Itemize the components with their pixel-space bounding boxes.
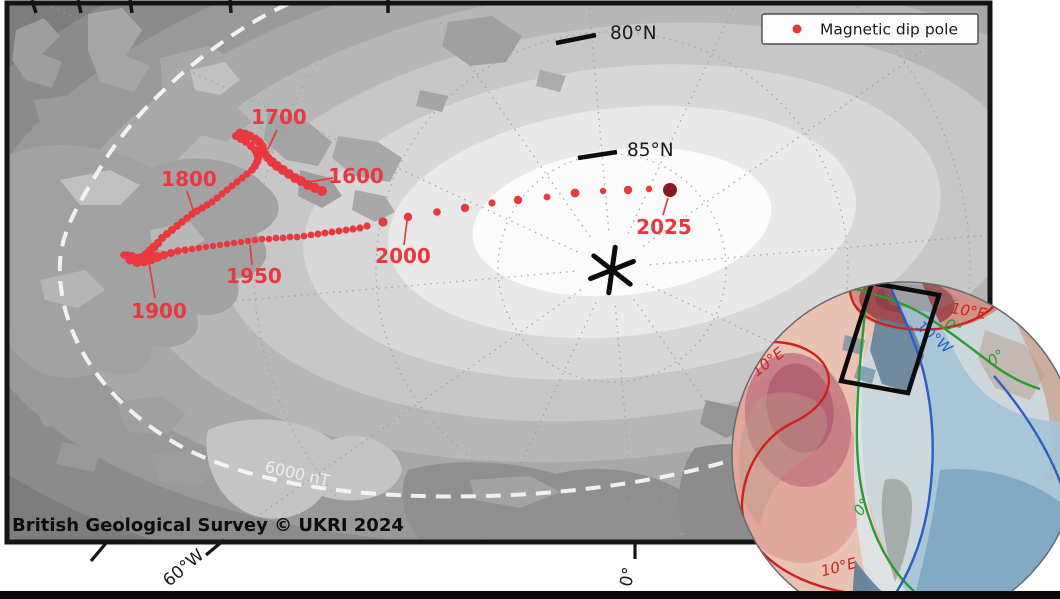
- year-leader-line: [267, 129, 278, 150]
- track-dot: [209, 242, 217, 250]
- track-dot: [645, 185, 653, 193]
- track-dot: [623, 185, 633, 195]
- year-label: 2025: [636, 215, 692, 239]
- bottom-bar: [0, 591, 1060, 599]
- track-dot: [342, 226, 350, 234]
- track-dot: [349, 225, 357, 233]
- dip-pole-track: [120, 128, 677, 267]
- map-frame: [4, 0, 993, 545]
- graticule-parallel-80n: [375, 31, 849, 505]
- track-dot: [159, 250, 169, 260]
- longitude-label-0: 0°: [616, 565, 640, 588]
- legend: Magnetic dip pole: [761, 13, 979, 45]
- year-label: 2000: [375, 244, 431, 268]
- track-dot: [120, 251, 128, 259]
- field-contour-6000nt: [57, 3, 758, 499]
- latitude-tick-80n: [555, 32, 597, 46]
- track-dot: [488, 199, 496, 207]
- globe-rim: [731, 281, 1060, 599]
- track-dot: [307, 231, 315, 239]
- track-dot: [543, 193, 551, 201]
- year-label: 1950: [226, 264, 282, 288]
- track-dot: [599, 187, 607, 195]
- track-dot: [328, 228, 336, 236]
- bottom-frame-ticks: [89, 538, 637, 563]
- legend-label: Magnetic dip pole: [820, 21, 958, 39]
- track-dot: [433, 208, 441, 216]
- track-dot: [293, 233, 301, 241]
- track-dot: [152, 252, 162, 262]
- track-dot: [244, 237, 252, 245]
- track-dot: [213, 194, 221, 202]
- graticule-parallel-75n: [253, 3, 971, 542]
- track-dot: [251, 236, 259, 244]
- track-dot: [272, 234, 280, 242]
- declination-label: 0°: [942, 315, 966, 339]
- latitude-label-85n: 85°N: [627, 140, 674, 161]
- north-pole-marker: [588, 244, 636, 296]
- track-dot: [321, 229, 329, 237]
- longitude-tick-60w: [204, 538, 226, 557]
- track-dot: [233, 178, 241, 186]
- declination-inset-globe: 10°E0°10°W0°10°E0°10°E: [731, 281, 1060, 599]
- longitude-tick-90w: [89, 540, 109, 563]
- track-dot: [195, 244, 203, 252]
- track-dot: [248, 166, 256, 174]
- track-dot: [230, 239, 238, 247]
- year-label: 1800: [161, 167, 217, 191]
- latitude-tick-85n: [577, 149, 618, 161]
- track-dot: [216, 241, 224, 249]
- track-dot: [279, 234, 287, 242]
- track-dot: [460, 203, 470, 213]
- track-dot: [202, 243, 210, 251]
- track-dot: [228, 182, 236, 190]
- year-leader-line: [662, 197, 669, 216]
- dip-pole-2025-dot: [663, 183, 677, 197]
- legend-box: [761, 13, 979, 45]
- track-dot: [314, 230, 322, 238]
- track-dot: [188, 245, 196, 253]
- latitude-label-80n: 80°N: [610, 23, 657, 44]
- track-dot: [258, 235, 266, 243]
- year-label: 1700: [251, 105, 307, 129]
- track-dot: [265, 235, 273, 243]
- track-dot: [335, 227, 343, 235]
- copyright-text: British Geological Survey © UKRI 2024: [12, 515, 404, 536]
- track-dot: [237, 238, 245, 246]
- track-dot: [286, 233, 294, 241]
- track-year-labels: 1700 1600 1800 1900 1950 2000 2025: [131, 105, 692, 323]
- year-label: 1600: [328, 164, 384, 188]
- track-dot: [300, 232, 308, 240]
- year-leader-line: [249, 244, 253, 266]
- graticule-parallel-85n: [497, 153, 727, 383]
- track-dot: [174, 247, 182, 255]
- year-leader-line: [186, 190, 195, 214]
- track-dot: [403, 212, 413, 222]
- track-dot: [238, 174, 246, 182]
- track-dot: [356, 224, 364, 232]
- track-dot: [243, 170, 251, 178]
- year-leader-line: [148, 262, 156, 299]
- track-dot: [218, 190, 226, 198]
- legend-dot-icon: [792, 24, 802, 34]
- year-leader-line: [308, 177, 334, 183]
- track-dot: [513, 195, 523, 205]
- track-dot: [378, 217, 388, 227]
- year-label: 1900: [131, 299, 187, 323]
- year-leader-line: [403, 220, 408, 246]
- track-dot: [223, 240, 231, 248]
- top-frame-ticks: [30, 0, 390, 14]
- inset-map-extent-rectangle: [838, 282, 942, 396]
- track-dot: [167, 249, 175, 257]
- track-dot: [223, 186, 231, 194]
- track-dot: [363, 222, 371, 230]
- track-dot: [570, 188, 580, 198]
- track-dot: [181, 246, 189, 254]
